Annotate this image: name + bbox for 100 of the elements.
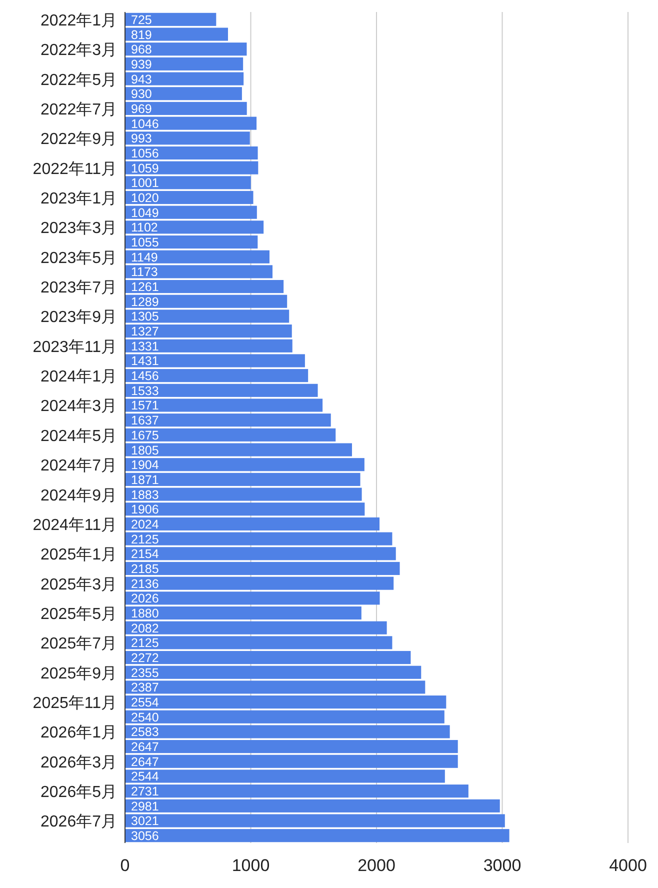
- y-tick-label: 2026年1月: [40, 724, 117, 742]
- data-label: 1533: [131, 384, 159, 398]
- y-tick-label: 2022年11月: [32, 160, 117, 178]
- bar: [125, 235, 258, 249]
- y-tick-label: 2022年7月: [40, 101, 117, 118]
- y-tick-label: 2026年3月: [40, 754, 117, 772]
- y-tick-label: 2025年1月: [40, 546, 117, 564]
- data-label: 1305: [131, 310, 159, 324]
- y-tick-label: 2022年1月: [40, 12, 117, 30]
- data-label: 2554: [131, 696, 159, 710]
- data-label: 2387: [131, 680, 159, 695]
- y-tick-label: 2024年11月: [32, 516, 117, 534]
- data-label: 819: [131, 28, 152, 42]
- y-tick-label: 2025年7月: [40, 636, 117, 653]
- y-tick-label: 2023年1月: [40, 190, 117, 208]
- data-label: 2981: [131, 799, 159, 814]
- y-tick-label: 2022年5月: [40, 72, 117, 89]
- bar: [125, 102, 247, 115]
- data-label: 1149: [131, 250, 158, 264]
- data-label: 1571: [131, 398, 159, 413]
- data-label: 2544: [131, 770, 159, 784]
- data-label: 1880: [131, 606, 159, 620]
- y-tick-label: 2025年3月: [40, 576, 117, 594]
- bar: [125, 146, 258, 160]
- y-tick-label: 2025年9月: [40, 665, 117, 682]
- data-label: 1904: [131, 458, 159, 472]
- data-label: 1289: [131, 294, 159, 309]
- data-label: 1331: [131, 339, 159, 354]
- data-label: 2647: [131, 754, 159, 769]
- data-label: 725: [131, 12, 152, 27]
- data-label: 930: [131, 87, 152, 102]
- data-label: 1883: [131, 488, 159, 502]
- data-label: 2355: [131, 666, 159, 680]
- data-label: 1637: [131, 414, 159, 428]
- data-label: 1173: [131, 265, 158, 280]
- y-tick-label: 2023年11月: [32, 338, 117, 356]
- data-label: 943: [131, 72, 152, 86]
- data-label: 1102: [131, 220, 158, 235]
- y-tick-label: 2024年1月: [40, 368, 117, 386]
- data-label: 1056: [131, 146, 159, 160]
- data-label: 2185: [131, 562, 159, 576]
- data-label: 1046: [131, 116, 159, 131]
- y-tick-label: 2023年5月: [40, 250, 117, 267]
- data-label: 2647: [131, 740, 159, 754]
- y-tick-label: 2025年5月: [40, 606, 117, 623]
- data-label: 1431: [131, 354, 159, 368]
- data-label: 1261: [131, 280, 159, 294]
- bar: [125, 650, 411, 664]
- y-tick-label: 2026年7月: [40, 814, 117, 831]
- y-tick-label: 2024年3月: [40, 398, 117, 416]
- x-tick-label: 1000: [232, 856, 270, 875]
- data-label: 3056: [131, 829, 159, 844]
- y-tick-label: 2025年11月: [32, 695, 117, 712]
- data-label: 3021: [131, 814, 159, 828]
- y-tick-label: 2022年9月: [40, 131, 117, 148]
- data-label: 939: [131, 57, 152, 72]
- y-tick-label: 2023年3月: [40, 220, 117, 238]
- data-label: 1456: [131, 369, 159, 384]
- x-tick-label: 3000: [483, 856, 522, 875]
- data-label: 2026: [131, 592, 159, 606]
- y-tick-label: 2023年7月: [40, 280, 117, 297]
- bar: [125, 190, 254, 204]
- data-label: 2731: [131, 784, 159, 799]
- data-label: 1001: [131, 176, 159, 190]
- x-tick-label: 2000: [358, 856, 396, 875]
- bar: [125, 695, 446, 709]
- bar: [125, 562, 400, 576]
- y-tick-label: 2024年5月: [40, 428, 117, 445]
- bar: [125, 740, 458, 754]
- data-label: 993: [131, 132, 152, 146]
- data-label: 1049: [131, 206, 159, 220]
- data-label: 1055: [131, 236, 159, 250]
- data-label: 969: [131, 102, 152, 116]
- data-label: 2125: [131, 636, 159, 650]
- y-tick-label: 2022年3月: [40, 42, 117, 60]
- data-label: 2082: [131, 621, 159, 636]
- data-label: 2540: [131, 710, 159, 724]
- bar: [125, 280, 284, 294]
- bar: [125, 517, 380, 530]
- data-label: 1059: [131, 161, 159, 176]
- data-label: 2154: [131, 547, 159, 562]
- x-tick-label: 4000: [609, 856, 647, 875]
- data-label: 2272: [131, 651, 159, 666]
- y-tick-label: 2024年9月: [40, 487, 117, 504]
- x-tick-label: 0: [120, 856, 130, 875]
- data-label: 2583: [131, 725, 159, 740]
- data-label: 968: [131, 42, 152, 57]
- bar: [125, 606, 362, 620]
- data-label: 1020: [131, 190, 159, 205]
- data-label: 1805: [131, 443, 159, 458]
- y-tick-label: 2024年7月: [40, 458, 117, 475]
- data-label: 1871: [131, 472, 159, 487]
- data-label: 1675: [131, 428, 159, 442]
- bar: [125, 324, 292, 338]
- data-label: 1906: [131, 502, 159, 517]
- data-label: 1327: [131, 324, 159, 339]
- y-tick-label: 2023年9月: [40, 309, 117, 326]
- data-label: 2024: [131, 517, 159, 532]
- y-tick-label: 2026年5月: [40, 784, 117, 802]
- data-label: 2125: [131, 532, 159, 546]
